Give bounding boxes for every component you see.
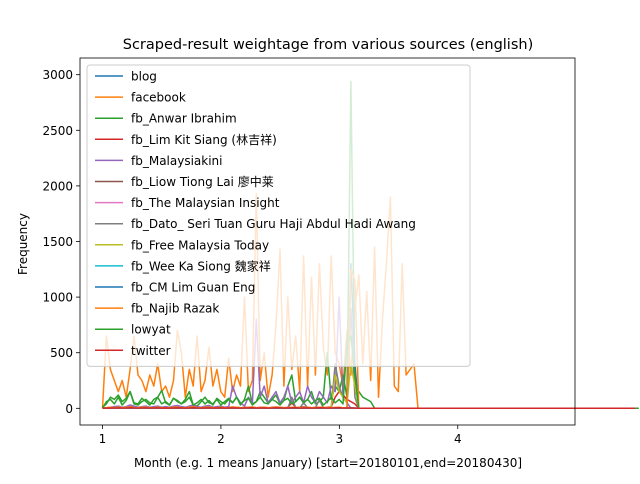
y-tick-label: 1500: [42, 235, 73, 249]
plot-area: 1 2 3 4 0 500 1000 1500 2000 2500 3000 blog facebook…: [42, 57, 639, 446]
y-tick-label: 500: [50, 346, 73, 360]
legend-label: fb_Malaysiakini: [131, 154, 223, 168]
y-tick-label: 1000: [42, 291, 73, 305]
legend-label: blog: [131, 70, 157, 84]
x-tick-label: 1: [99, 432, 107, 446]
legend-label: fb_Free Malaysia Today: [131, 238, 269, 252]
x-tick-label: 3: [336, 432, 344, 446]
legend-label: fb_Dato_ Seri Tuan Guru Haji Abdul Hadi …: [131, 217, 416, 231]
x-axis-label: Month (e.g. 1 means January) [start=2018…: [134, 456, 522, 470]
legend-label: fb_Wee Ka Siong 魏家祥: [131, 258, 271, 273]
y-tick-label: 2000: [42, 179, 73, 193]
legend-label: facebook: [131, 91, 186, 105]
y-tick-label: 2500: [42, 124, 73, 138]
legend-label: fb_The Malaysian Insight: [131, 196, 280, 210]
x-tick-label: 4: [454, 432, 462, 446]
chart-title: Scraped-result weightage from various so…: [123, 37, 534, 53]
y-tick-label: 0: [65, 402, 73, 416]
series-line-13: [102, 407, 635, 410]
legend-label: twitter: [131, 344, 171, 358]
y-axis-label: Frequency: [16, 213, 30, 275]
legend-label: fb_Lim Kit Siang (林吉祥): [131, 133, 277, 147]
legend-label: fb_Anwar Ibrahim: [131, 112, 237, 126]
legend-box: [86, 64, 471, 367]
legend-label: fb_Liow Tiong Lai 廖中莱: [131, 174, 274, 189]
legend-label: fb_CM Lim Guan Eng: [131, 281, 255, 295]
y-tick-label: 3000: [42, 68, 73, 82]
legend-label: fb_Najib Razak: [131, 302, 219, 316]
x-tick-label: 2: [217, 432, 225, 446]
legend-label: lowyat: [131, 323, 171, 337]
